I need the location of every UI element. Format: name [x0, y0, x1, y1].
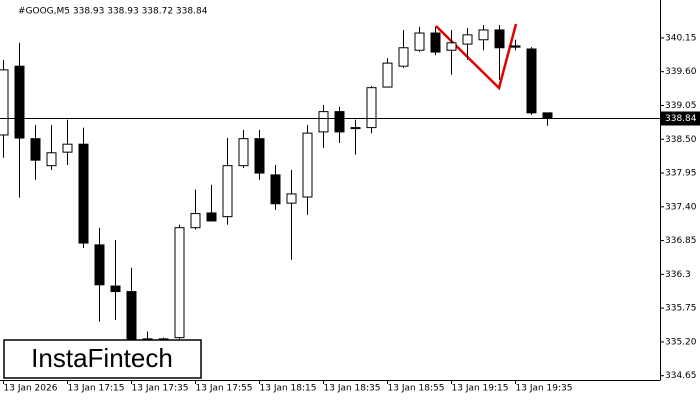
- candle-body: [62, 143, 73, 153]
- double-top-pattern: [435, 23, 518, 91]
- candle-body: [238, 138, 249, 167]
- candles: [0, 25, 553, 350]
- candle-body: [0, 69, 9, 136]
- candle-body: [190, 213, 201, 229]
- watermark-box: [3, 339, 202, 379]
- y-tick-label: 335.20: [665, 337, 697, 347]
- candle-body: [430, 32, 441, 53]
- candle-body: [46, 152, 57, 167]
- candle-body: [414, 32, 425, 51]
- candle-body: [382, 62, 393, 88]
- candle-body: [14, 65, 25, 139]
- candle-body: [94, 244, 105, 286]
- x-tick-label: 13 Jan 19:35: [516, 384, 573, 394]
- y-tick-label: 338.50: [665, 135, 697, 145]
- watermark: InstaFintech: [31, 343, 173, 373]
- x-tick-label: 13 Jan 18:35: [324, 384, 381, 394]
- candle-body: [398, 47, 409, 67]
- candle-body: [446, 42, 457, 51]
- last-price-box: [660, 111, 700, 126]
- candle-body: [494, 29, 505, 49]
- candle-body: [510, 45, 521, 48]
- candle-body: [174, 227, 185, 339]
- x-tick-label: 13 Jan 17:55: [196, 384, 253, 394]
- candle-body: [542, 112, 553, 119]
- y-tick-label: 337.95: [665, 169, 697, 179]
- candle-body: [78, 143, 89, 244]
- y-tick-label: 339.05: [665, 101, 697, 111]
- candle-body: [126, 291, 137, 346]
- candle-body: [478, 29, 489, 41]
- candle-body: [366, 87, 377, 129]
- y-tick-label: 337.40: [665, 202, 697, 212]
- x-tick-label: 13 Jan 17:35: [132, 384, 189, 394]
- candle-body: [318, 111, 329, 133]
- candle-body: [350, 127, 361, 130]
- candle-body: [334, 111, 345, 133]
- candle-body: [286, 193, 297, 204]
- candle-body: [254, 138, 265, 174]
- x-tick-label: 13 Jan 2026: [4, 384, 58, 394]
- candle-body: [302, 132, 313, 198]
- y-tick-label: 335.75: [665, 304, 697, 314]
- y-tick-label: 340.15: [665, 33, 697, 43]
- x-tick-label: 13 Jan 18:15: [260, 384, 317, 394]
- x-tick-label: 13 Jan 18:55: [388, 384, 445, 394]
- candle-body: [270, 174, 281, 205]
- x-tick-label: 13 Jan 19:15: [452, 384, 509, 394]
- chart-title: #GOOG,M5 338.93 338.93 338.72 338.84: [18, 7, 208, 17]
- candle-body: [462, 34, 473, 45]
- candle-body: [526, 48, 537, 114]
- y-tick-label: 339.60: [665, 67, 697, 77]
- y-tick-label: 336.85: [665, 236, 697, 246]
- candle-body: [206, 212, 217, 222]
- x-tick-label: 13 Jan 17:15: [68, 384, 125, 394]
- candle-body: [222, 165, 233, 218]
- y-tick-label: 334.65: [665, 371, 697, 381]
- last-price-label: 338.84: [665, 114, 697, 124]
- candle-body: [110, 285, 121, 293]
- y-tick-label: 336.3: [665, 270, 691, 280]
- candle-body: [30, 138, 41, 161]
